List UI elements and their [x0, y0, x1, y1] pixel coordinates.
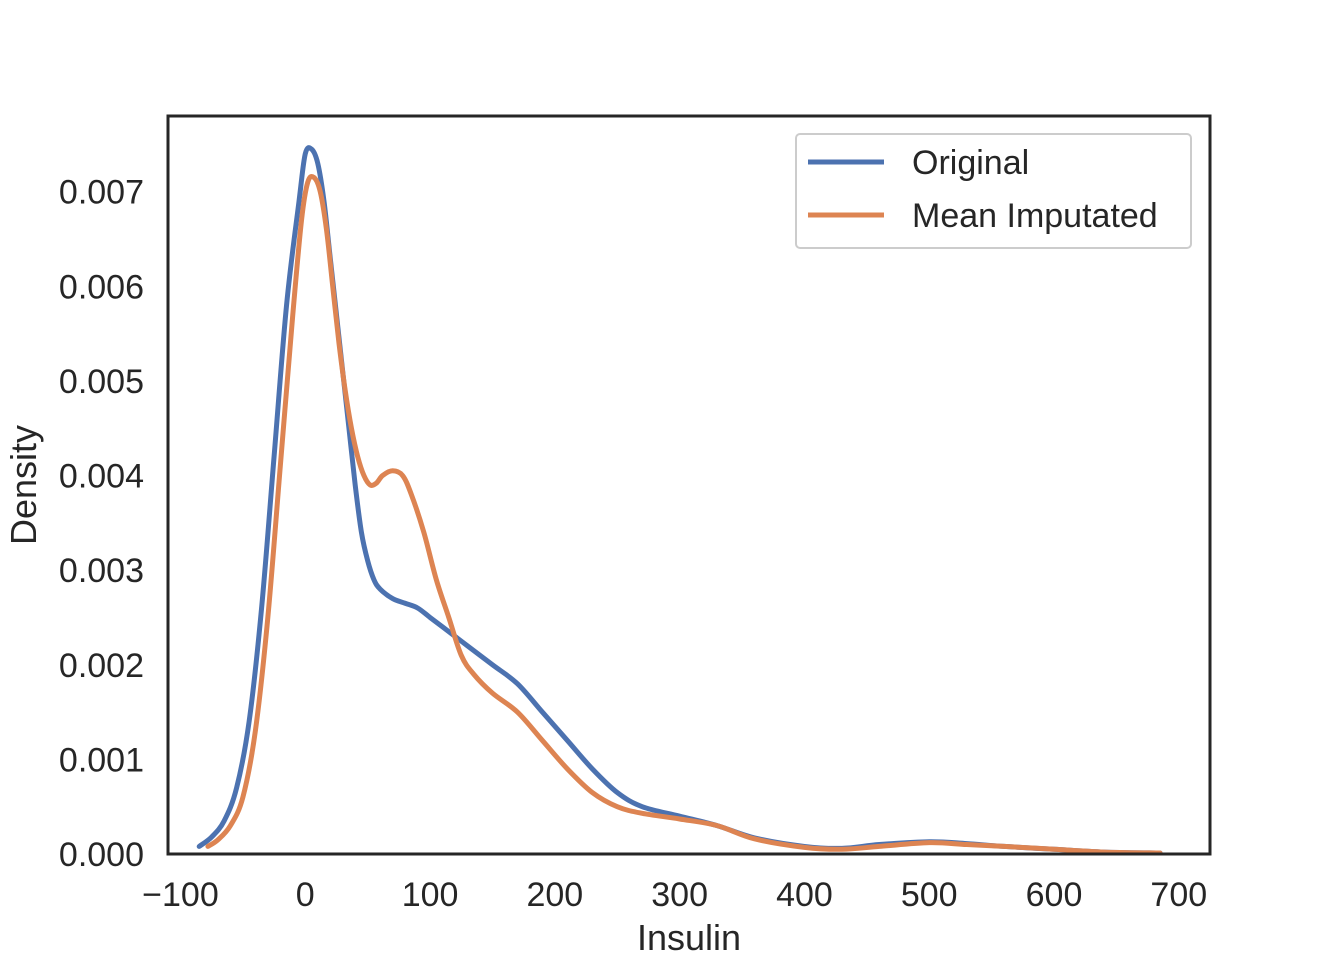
y-tick-label: 0.005	[59, 363, 144, 401]
x-tick-label: 200	[526, 876, 583, 914]
series-line-original	[196, 145, 1163, 856]
y-tick-label: 0.003	[59, 552, 144, 590]
y-tick-label: 0.001	[59, 741, 144, 779]
x-tick-label: −100	[142, 876, 219, 914]
legend-label-original: Original	[912, 144, 1029, 182]
x-tick-label: 300	[651, 876, 708, 914]
y-axis-title: Density	[3, 425, 44, 545]
legend-label-mean-imputated: Mean Imputated	[912, 197, 1158, 235]
x-tick-label: 100	[402, 876, 459, 914]
x-tick-label: 500	[901, 876, 958, 914]
y-tick-label: 0.007	[59, 174, 144, 212]
y-tick-label: 0.000	[59, 836, 144, 874]
x-tick-label: 700	[1150, 876, 1207, 914]
legend-box	[795, 133, 1192, 249]
series-layer	[196, 145, 1163, 856]
x-tick-label: 0	[296, 876, 315, 914]
y-tick-label: 0.004	[59, 458, 144, 496]
x-tick-label: 400	[776, 876, 833, 914]
ticks-layer: −100 0 100 200 300 400 500 600 700 0.000 0.001 0.00…	[59, 174, 1207, 914]
series-line-mean-imputated	[205, 173, 1163, 856]
x-axis-title: Insulin	[637, 917, 741, 958]
x-tick-label: 600	[1026, 876, 1083, 914]
plot-frame	[166, 114, 1212, 856]
y-tick-label: 0.006	[59, 268, 144, 306]
legend: Original Mean Imputated	[795, 133, 1192, 249]
y-tick-label: 0.002	[59, 647, 144, 685]
